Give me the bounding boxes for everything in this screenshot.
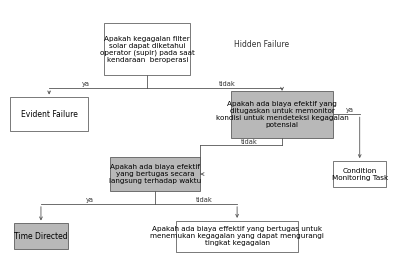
Text: Hidden Failure: Hidden Failure xyxy=(234,40,289,49)
Text: Apakah ada biaya efektif
yang bertugas secara
langsung terhadap waktu: Apakah ada biaya efektif yang bertugas s… xyxy=(109,164,201,184)
Text: ya: ya xyxy=(86,197,94,203)
FancyBboxPatch shape xyxy=(333,161,386,187)
Text: ya: ya xyxy=(346,107,354,113)
FancyBboxPatch shape xyxy=(111,157,200,191)
Text: tidak: tidak xyxy=(219,81,235,87)
Text: Apakah ada biaya efektif yang
ditugaskan untuk memonitor
kondisi untuk mendeteks: Apakah ada biaya efektif yang ditugaskan… xyxy=(216,101,349,128)
FancyBboxPatch shape xyxy=(14,223,68,249)
FancyBboxPatch shape xyxy=(231,91,333,138)
Text: tidak: tidak xyxy=(196,197,213,203)
Text: Time Directed: Time Directed xyxy=(14,232,68,241)
Text: Evident Failure: Evident Failure xyxy=(21,110,78,119)
Text: Apakah kegagalan filter
solar dapat diketahui
operator (supir) pada saat
kendara: Apakah kegagalan filter solar dapat dike… xyxy=(100,36,195,63)
FancyBboxPatch shape xyxy=(104,23,190,75)
Text: ya: ya xyxy=(82,81,90,87)
Text: Condition
Monitoring Task: Condition Monitoring Task xyxy=(332,167,388,180)
FancyBboxPatch shape xyxy=(176,221,299,252)
Text: Apakah ada biaya effektif yang bertugas untuk
menemukan kegagalan yang dapat men: Apakah ada biaya effektif yang bertugas … xyxy=(150,226,324,246)
FancyBboxPatch shape xyxy=(10,98,88,131)
Text: tidak: tidak xyxy=(241,139,258,145)
